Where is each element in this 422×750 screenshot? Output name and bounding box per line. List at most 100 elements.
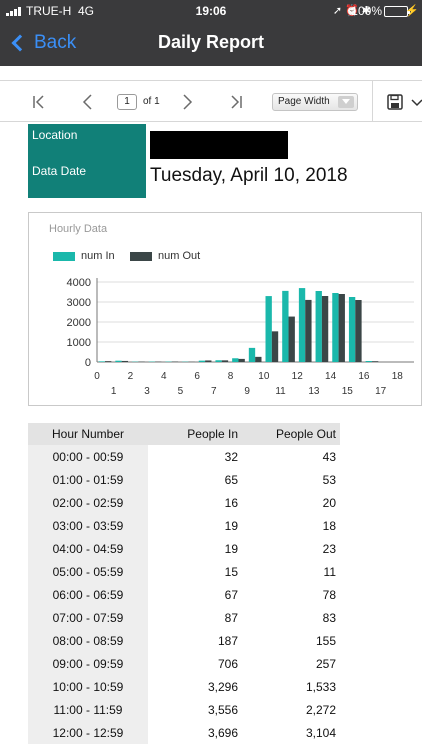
cell-hour: 00:00 - 00:59 xyxy=(28,445,148,468)
bar-num-out xyxy=(305,299,312,362)
cell-hour: 02:00 - 02:59 xyxy=(28,491,148,514)
next-page-icon[interactable] xyxy=(178,93,196,111)
date-label: Data Date xyxy=(32,164,87,178)
cell-people-out: 83 xyxy=(322,610,336,625)
bar-num-out xyxy=(221,360,229,362)
table-row: 03:00 - 03:59 19 18 xyxy=(28,514,340,537)
table-row: 01:00 - 01:59 65 53 xyxy=(28,468,340,491)
table-row: 04:00 - 04:59 19 23 xyxy=(28,537,340,560)
cell-people-in: 706 xyxy=(217,656,238,671)
dropdown-arrow-icon xyxy=(338,96,354,108)
chevron-down-icon[interactable] xyxy=(408,93,422,111)
cell-people-out: 78 xyxy=(322,587,336,602)
table-header-row: Hour Number People In People Out xyxy=(28,423,340,445)
cell-people-in: 187 xyxy=(217,633,238,648)
bar-num-out xyxy=(271,331,279,362)
x-tick-label: 4 xyxy=(161,371,167,382)
back-button[interactable]: Back xyxy=(8,30,76,56)
cell-people-in: 32 xyxy=(224,449,238,464)
x-tick-label: 3 xyxy=(144,386,150,397)
back-label: Back xyxy=(34,32,77,53)
save-icon[interactable] xyxy=(386,93,404,111)
y-tick-label: 0 xyxy=(85,357,91,369)
bar-num-in xyxy=(232,358,239,362)
cell-people-out: 1,533 xyxy=(305,679,336,694)
status-icons: ➚⏰✱ xyxy=(333,4,374,17)
zoom-select[interactable]: Page Width xyxy=(272,93,358,111)
bar-num-in xyxy=(365,361,372,362)
cell-people-out: 20 xyxy=(322,495,336,510)
status-bar: TRUE-H 4G 19:06 ➚⏰✱ 100% ⚡ xyxy=(0,0,422,22)
bar-num-in xyxy=(332,293,339,362)
column-header-in: People In xyxy=(148,423,240,445)
legend-swatch-in xyxy=(53,251,75,261)
cell-hour: 05:00 - 05:59 xyxy=(28,560,148,583)
bar-num-out xyxy=(105,361,112,362)
report-toolbar: 1 of 1 Page Width xyxy=(0,80,422,122)
cell-people-in: 16 xyxy=(224,495,238,510)
y-tick-label: 2000 xyxy=(67,317,91,329)
table-row: 11:00 - 11:59 3,556 2,272 xyxy=(28,698,340,721)
hourly-table: Hour Number People In People Out 00:00 -… xyxy=(28,423,340,744)
x-tick-label: 17 xyxy=(375,386,387,397)
legend-item-out: num Out xyxy=(130,250,200,262)
cell-people-out: 18 xyxy=(322,518,336,533)
x-tick-label: 7 xyxy=(211,386,217,397)
x-tick-label: 8 xyxy=(228,371,234,382)
bar-num-in xyxy=(315,291,322,362)
x-tick-label: 13 xyxy=(308,386,320,397)
y-tick-label: 3000 xyxy=(67,297,91,309)
y-tick-label: 1000 xyxy=(67,337,91,349)
table-body: 00:00 - 00:59 32 43 01:00 - 01:59 65 53 02:00 … xyxy=(28,445,340,744)
location-icon: ➚ xyxy=(332,5,346,17)
cell-hour: 04:00 - 04:59 xyxy=(28,537,148,560)
hourly-chart: Hourly Data num In num Out 0 1000 2000 3000… xyxy=(28,212,422,406)
bar-num-in xyxy=(282,290,289,362)
column-header-hour: Hour Number xyxy=(28,423,148,445)
bar-num-out xyxy=(338,294,345,362)
column-header-out: People Out xyxy=(240,423,340,445)
first-page-icon[interactable] xyxy=(30,93,48,111)
page-number-input[interactable]: 1 xyxy=(117,94,137,110)
cell-people-in: 87 xyxy=(224,610,238,625)
chart-title: Hourly Data xyxy=(49,223,108,235)
cell-hour: 08:00 - 08:59 xyxy=(28,629,148,652)
x-tick-label: 0 xyxy=(94,371,100,382)
cell-hour: 01:00 - 01:59 xyxy=(28,468,148,491)
page-title: Daily Report xyxy=(157,32,265,52)
bar-num-in xyxy=(98,361,106,362)
bar-num-out xyxy=(121,360,129,362)
network-type: 4G xyxy=(78,4,95,18)
cell-people-in: 19 xyxy=(224,541,238,556)
cell-people-out: 155 xyxy=(315,633,336,648)
bar-num-out xyxy=(321,296,329,362)
legend-label-in: num In xyxy=(81,250,115,262)
legend-swatch-out xyxy=(130,251,152,261)
cell-hour: 07:00 - 07:59 xyxy=(28,606,148,629)
cell-hour: 09:00 - 09:59 xyxy=(28,652,148,675)
prev-page-icon[interactable] xyxy=(79,93,97,111)
zoom-selected-value: Page Width xyxy=(278,96,330,107)
cell-people-out: 2,272 xyxy=(305,702,336,717)
bar-num-in xyxy=(198,360,206,362)
cell-hour: 10:00 - 10:59 xyxy=(28,675,148,698)
bar-num-in xyxy=(298,288,306,362)
cell-people-in: 65 xyxy=(224,472,238,487)
bar-num-out xyxy=(288,316,295,362)
carrier-name: TRUE-H xyxy=(26,4,72,18)
table-row: 10:00 - 10:59 3,296 1,533 xyxy=(28,675,340,698)
location-label: Location xyxy=(32,128,78,142)
report-header-labels: Location Data Date xyxy=(28,124,146,198)
cell-people-in: 3,296 xyxy=(207,679,238,694)
date-value: Tuesday, April 10, 2018 xyxy=(150,165,348,186)
last-page-icon[interactable] xyxy=(227,93,245,111)
carrier-label: TRUE-H 4G xyxy=(26,4,94,18)
battery-percent: 100% xyxy=(351,4,382,18)
x-tick-label: 11 xyxy=(275,386,286,397)
bluetooth-icon: ✱ xyxy=(361,5,374,17)
status-time: 19:06 xyxy=(195,4,227,18)
cell-people-in: 19 xyxy=(224,518,238,533)
legend-item-in: num In xyxy=(53,250,115,262)
bar-num-out xyxy=(355,300,362,362)
